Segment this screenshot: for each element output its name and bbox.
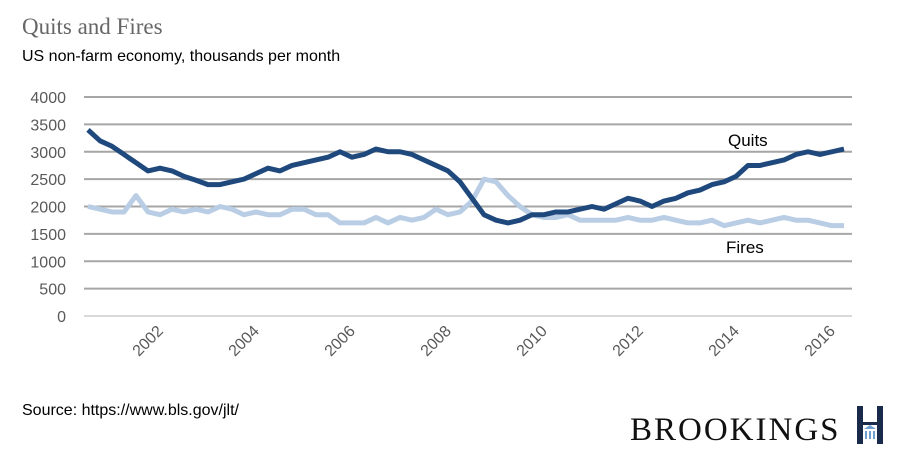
x-tick-label: 2010 xyxy=(514,323,551,360)
series-line-quits xyxy=(86,128,845,226)
x-tick-label: 2002 xyxy=(130,323,167,360)
series-line-fires xyxy=(87,176,844,229)
x-tick-label: 2014 xyxy=(706,323,743,360)
series-label-fires: Fires xyxy=(726,238,764,257)
x-tick-label: 2006 xyxy=(322,323,359,360)
brookings-h-icon xyxy=(856,406,883,444)
x-tick-label: 2004 xyxy=(226,323,263,360)
brookings-logo: BROOKINGS xyxy=(630,402,883,449)
y-tick-label: 2000 xyxy=(30,200,66,217)
series-label-quits: Quits xyxy=(728,131,768,150)
y-tick-label: 2500 xyxy=(30,172,66,189)
chart-subtitle: US non-farm economy, thousands per month xyxy=(22,48,341,65)
y-tick-label: 1000 xyxy=(30,254,66,271)
y-tick-label: 3000 xyxy=(30,145,66,162)
y-tick-label: 4000 xyxy=(30,90,66,107)
logo-text: BROOKINGS xyxy=(630,412,841,448)
y-tick-label: 0 xyxy=(57,309,66,326)
x-tick-label: 2016 xyxy=(802,323,839,360)
chart-title: Quits and Fires xyxy=(22,14,163,39)
y-tick-label: 3500 xyxy=(30,117,66,134)
line-chart: 0 500 1000 1500 2000 2500 3000 3500 4000 2002 2004… xyxy=(30,90,852,360)
y-tick-label: 1500 xyxy=(30,227,66,244)
source-note: Source: https://www.bls.gov/jlt/ xyxy=(22,402,239,419)
y-tick-label: 500 xyxy=(39,282,66,299)
x-tick-label: 2008 xyxy=(418,323,455,360)
x-tick-label: 2012 xyxy=(610,323,647,360)
